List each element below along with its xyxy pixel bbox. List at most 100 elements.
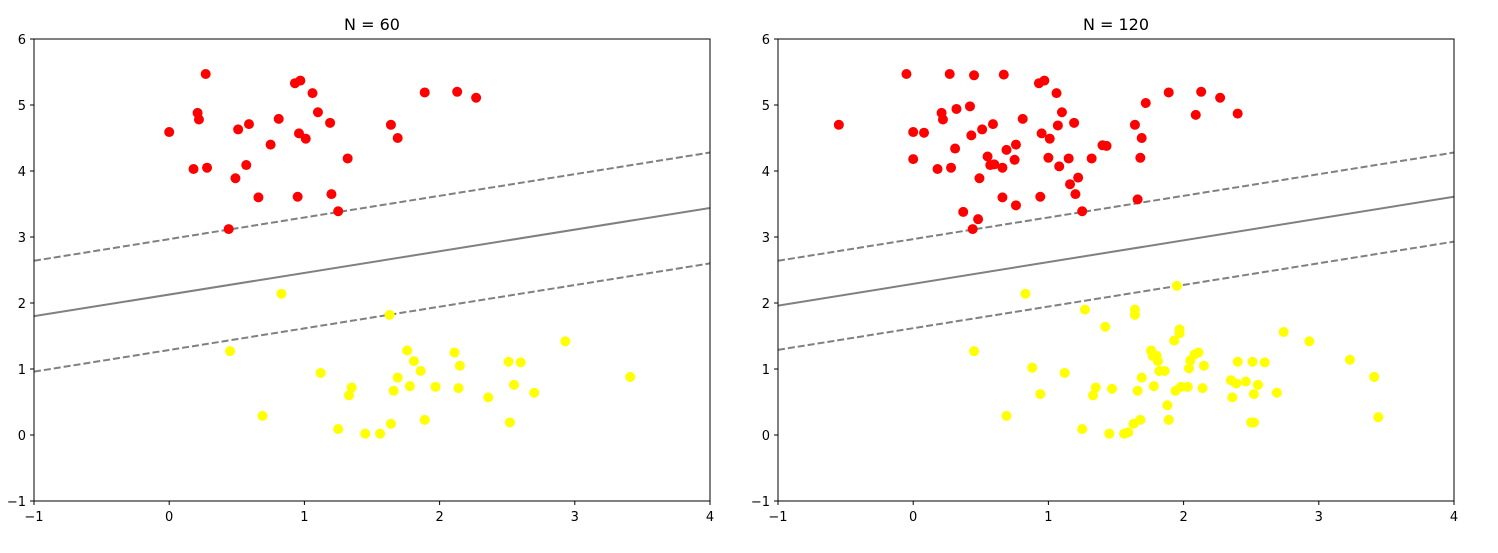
data-point (1240, 376, 1251, 387)
data-point (384, 309, 395, 320)
data-point (997, 192, 1008, 203)
data-point (950, 143, 961, 154)
data-point (1227, 392, 1238, 403)
data-point (408, 356, 419, 367)
data-point (253, 192, 264, 203)
data-point (964, 101, 975, 112)
y-tick-label: 1 (18, 363, 26, 378)
decision-boundary-line (778, 195, 1454, 307)
y-tick-label: 4 (762, 165, 770, 180)
data-point (292, 191, 303, 202)
chart-title: N = 60 (344, 15, 400, 34)
y-tick-label: 5 (762, 99, 770, 114)
data-point (974, 173, 985, 184)
data-point (1065, 179, 1076, 190)
data-point (997, 162, 1008, 173)
data-point (1159, 365, 1170, 376)
data-point (483, 392, 494, 403)
data-point (471, 92, 482, 103)
data-point (503, 356, 514, 367)
decision-boundary-line (34, 206, 710, 318)
x-tick-label: 2 (435, 510, 443, 525)
data-point (973, 214, 984, 225)
data-point (1100, 321, 1111, 332)
x-tick-label: 3 (571, 510, 579, 525)
data-point (1036, 128, 1047, 139)
data-point (346, 382, 357, 393)
x-tick-label: 0 (909, 510, 917, 525)
data-point (344, 390, 355, 401)
data-point (1054, 161, 1065, 172)
data-point (1196, 86, 1207, 97)
data-point (1035, 389, 1046, 400)
data-point (908, 154, 919, 165)
left-panel: N = 60 −1 0 1 2 3 4 −1 0 1 2 3 4 5 6 (7, 15, 714, 525)
data-point (1052, 120, 1063, 131)
data-point (946, 162, 957, 173)
data-point (1182, 381, 1193, 392)
data-point (969, 346, 980, 357)
data-point (1152, 356, 1163, 367)
y-tick-label: 2 (18, 297, 26, 312)
data-point (257, 410, 268, 421)
data-point (200, 68, 211, 79)
y-tick-label: 4 (18, 165, 26, 180)
data-point (1129, 304, 1140, 315)
data-point (1278, 327, 1289, 338)
data-point (300, 133, 311, 144)
data-point (1198, 360, 1209, 371)
data-point (1163, 87, 1174, 98)
y-tick-label: 0 (18, 429, 26, 444)
data-point (375, 428, 386, 439)
data-point (966, 130, 977, 141)
data-point (193, 114, 204, 125)
data-point (1088, 390, 1099, 401)
data-point (987, 119, 998, 130)
y-tick-label: 3 (18, 231, 26, 246)
data-point (1148, 381, 1159, 392)
data-point (908, 127, 919, 138)
data-point (415, 365, 426, 376)
x-tick-label: 3 (1315, 510, 1323, 525)
data-point (944, 68, 955, 79)
axes-frame (777, 38, 1455, 502)
y-tick-label: 3 (762, 231, 770, 246)
data-point (241, 160, 252, 171)
data-point (1039, 75, 1050, 86)
margin-line (34, 262, 710, 373)
data-point (1104, 428, 1115, 439)
data-point (1043, 152, 1054, 163)
data-point (312, 107, 323, 118)
data-point (504, 417, 515, 428)
margin-line (778, 151, 1454, 262)
data-point (452, 86, 463, 97)
data-point (392, 133, 403, 143)
data-point (293, 128, 304, 139)
data-point (1193, 347, 1204, 358)
data-point (419, 87, 430, 98)
data-point (1059, 367, 1070, 378)
data-point (1344, 354, 1355, 365)
data-point (1073, 172, 1084, 183)
data-point (1373, 412, 1384, 423)
data-point (1197, 383, 1208, 394)
data-point (967, 224, 978, 235)
y-tick-label: 1 (762, 363, 770, 378)
data-point (1044, 133, 1055, 144)
data-point (419, 414, 430, 425)
data-point (515, 357, 526, 368)
y-tick-label: −1 (7, 495, 26, 510)
y-tick-label: 0 (762, 429, 770, 444)
data-point (360, 428, 371, 439)
data-point (982, 151, 993, 162)
data-point (1135, 152, 1146, 163)
data-point (1132, 194, 1143, 205)
data-point (1252, 379, 1263, 390)
data-point (202, 162, 213, 173)
data-point (901, 68, 912, 79)
data-point (1304, 336, 1315, 347)
data-point (1017, 113, 1028, 124)
data-point (315, 367, 326, 378)
x-tick-label: 4 (706, 510, 714, 525)
